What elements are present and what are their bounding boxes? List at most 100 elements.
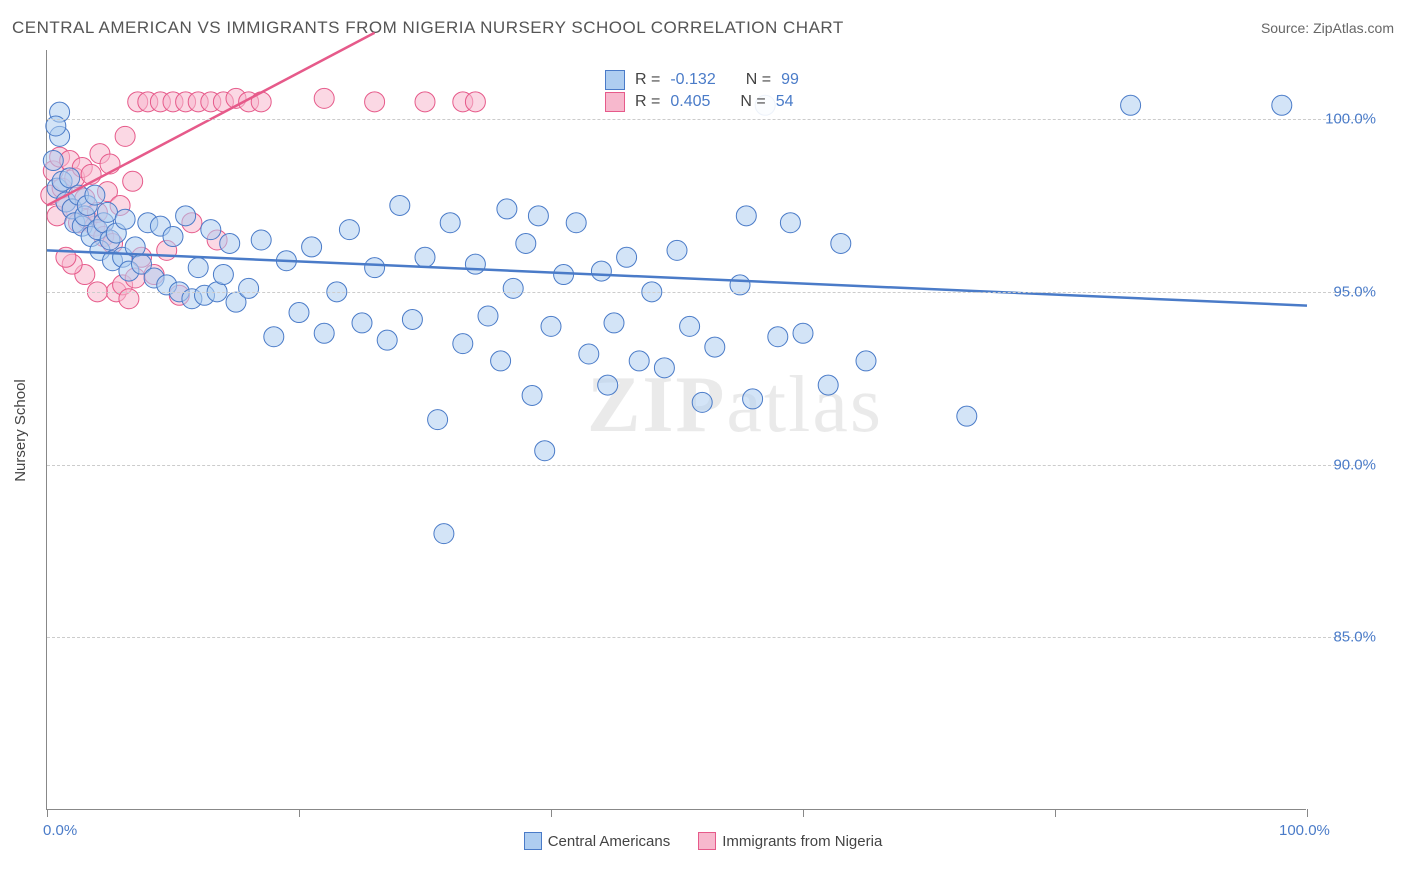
scatter-point [97,202,117,222]
scatter-point [831,233,851,253]
stat-n-value: 99 [781,71,799,89]
source-prefix: Source: [1261,20,1313,36]
y-tick-label: 95.0% [1333,283,1376,300]
chart-title: CENTRAL AMERICAN VS IMMIGRANTS FROM NIGE… [12,18,844,38]
scatter-point [856,351,876,371]
scatter-point [579,344,599,364]
scatter-point [743,389,763,409]
x-tick [551,809,552,817]
scatter-point [793,323,813,343]
y-axis-label-container: Nursery School [10,50,30,810]
scatter-point [478,306,498,326]
x-tick [299,809,300,817]
x-tick [47,809,48,817]
title-bar: CENTRAL AMERICAN VS IMMIGRANTS FROM NIGE… [12,18,1394,38]
scatter-point [201,220,221,240]
scatter-point [604,313,624,333]
grid-line [47,292,1366,293]
scatter-point [163,227,183,247]
scatter-point [428,410,448,430]
x-tick [1307,809,1308,817]
stats-swatch [605,70,625,90]
scatter-point [598,375,618,395]
scatter-point [528,206,548,226]
scatter-point [251,230,271,250]
scatter-point [1121,95,1141,115]
grid-line [47,637,1366,638]
legend-label: Immigrants from Nigeria [722,833,882,850]
scatter-point [43,151,63,171]
legend-label: Central Americans [548,833,671,850]
y-tick-label: 90.0% [1333,456,1376,473]
stat-r-value: -0.132 [670,71,715,89]
scatter-point [188,258,208,278]
scatter-point [705,337,725,357]
scatter-point [780,213,800,233]
scatter-point [365,258,385,278]
scatter-point [434,524,454,544]
scatter-point [264,327,284,347]
scatter-point [654,358,674,378]
scatter-point [465,254,485,274]
scatter-point [440,213,460,233]
scatter-point [465,92,485,112]
y-tick-label: 85.0% [1333,629,1376,646]
scatter-point [541,316,561,336]
scatter-point [516,233,536,253]
scatter-point [453,334,473,354]
scatter-point [957,406,977,426]
scatter-point [692,392,712,412]
stat-r-value: 0.405 [670,93,710,111]
scatter-point [176,206,196,226]
plot-svg [47,50,1306,809]
scatter-point [352,313,372,333]
scatter-point [629,351,649,371]
scatter-point [314,323,334,343]
grid-line [47,465,1366,466]
scatter-point [1272,95,1292,115]
scatter-point [314,88,334,108]
bottom-legend: Central Americans Immigrants from Nigeria [0,832,1406,850]
x-tick [803,809,804,817]
scatter-point [680,316,700,336]
stats-swatch [605,92,625,112]
scatter-point [390,195,410,215]
grid-line [47,119,1366,120]
stat-n-label: N = [740,93,765,111]
y-tick-label: 100.0% [1325,111,1376,128]
legend-item: Immigrants from Nigeria [698,832,882,850]
scatter-point [667,240,687,260]
y-axis-label: Nursery School [12,379,29,482]
scatter-point [339,220,359,240]
scatter-point [220,233,240,253]
stats-row: R = -0.132 N = 99 [605,70,799,90]
scatter-point [736,206,756,226]
scatter-point [239,278,259,298]
scatter-point [85,185,105,205]
legend-swatch [524,832,542,850]
scatter-point [115,209,135,229]
x-tick [1055,809,1056,817]
legend-swatch [698,832,716,850]
scatter-point [522,385,542,405]
scatter-point [302,237,322,257]
scatter-point [491,351,511,371]
scatter-point [415,92,435,112]
stat-r-label: R = [635,71,660,89]
stats-box: R = -0.132 N = 99 R = 0.405 N = 54 [597,64,807,118]
scatter-point [365,92,385,112]
stat-n-value: 54 [776,93,794,111]
scatter-point [818,375,838,395]
scatter-point [123,171,143,191]
scatter-point [377,330,397,350]
stat-r-label: R = [635,93,660,111]
scatter-point [289,303,309,323]
scatter-point [213,265,233,285]
stat-n-label: N = [746,71,771,89]
scatter-point [115,126,135,146]
scatter-point [497,199,517,219]
scatter-point [566,213,586,233]
source-label: Source: ZipAtlas.com [1261,20,1394,36]
legend-item: Central Americans [524,832,671,850]
scatter-point [617,247,637,267]
